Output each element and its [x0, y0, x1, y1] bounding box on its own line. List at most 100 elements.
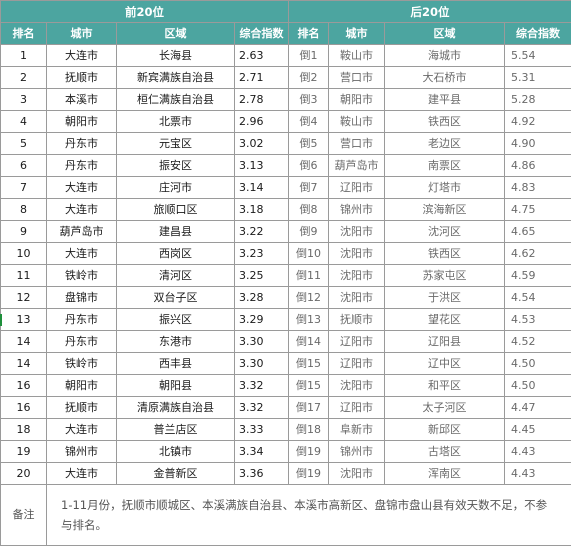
- cell-city-right: 辽阳市: [328, 330, 386, 353]
- cell-index-right: 4.50: [504, 374, 571, 397]
- cell-area-right: 辽阳县: [384, 330, 506, 353]
- cell-rank-left: 8: [0, 198, 47, 221]
- cell-city-left: 丹东市: [46, 132, 117, 155]
- cell-index-right: 4.83: [504, 176, 571, 199]
- cell-city-right: 鞍山市: [328, 110, 386, 133]
- cell-rank-right: 倒1: [288, 44, 330, 67]
- cell-rank-right: 倒18: [288, 418, 330, 441]
- bottom-20-title: 后20位: [288, 0, 571, 23]
- cell-rank-right: 倒5: [288, 132, 330, 155]
- cell-index-right: 4.75: [504, 198, 571, 221]
- cell-rank-left: 11: [0, 264, 47, 287]
- cell-city-left: 大连市: [46, 242, 117, 265]
- cell-area-right: 望花区: [384, 308, 506, 331]
- cell-area-left: 清原满族自治县: [116, 396, 235, 419]
- note-label: 备注: [0, 484, 47, 546]
- cell-city-right: 沈阳市: [328, 220, 386, 243]
- cell-city-left: 丹东市: [46, 330, 117, 353]
- cell-city-left: 朝阳市: [46, 374, 117, 397]
- cell-rank-right: 倒19: [288, 462, 330, 485]
- cell-rank-right: 倒8: [288, 198, 330, 221]
- cell-city-left: 本溪市: [46, 88, 117, 111]
- cell-rank-left: 9: [0, 220, 47, 243]
- table-row: 6 丹东市 振安区 3.13 倒6 葫芦岛市 南票区 4.86: [0, 154, 571, 177]
- top-20-title: 前20位: [0, 0, 290, 23]
- cell-rank-right: 倒4: [288, 110, 330, 133]
- cell-index-left: 3.33: [233, 418, 290, 441]
- cell-rank-right: 倒12: [288, 286, 330, 309]
- cell-index-right: 5.31: [504, 66, 571, 89]
- cell-area-left: 朝阳县: [116, 374, 235, 397]
- cell-rank-left: 18: [0, 418, 47, 441]
- column-header-row: 排名 城市 区域 综合指数 排名 城市 区域 综合指数: [0, 22, 571, 45]
- cell-area-right: 铁西区: [384, 110, 506, 133]
- cell-area-right: 太子河区: [384, 396, 506, 419]
- col-header-area-right: 区域: [384, 22, 506, 45]
- cell-area-right: 于洪区: [384, 286, 506, 309]
- cell-area-left: 旅顺口区: [116, 198, 235, 221]
- cell-city-right: 沈阳市: [328, 264, 386, 287]
- table-row: 9 葫芦岛市 建昌县 3.22 倒9 沈阳市 沈河区 4.65: [0, 220, 571, 243]
- cell-area-right: 灯塔市: [384, 176, 506, 199]
- cell-rank-right: 倒10: [288, 242, 330, 265]
- cell-rank-right: 倒6: [288, 154, 330, 177]
- cell-city-right: 锦州市: [328, 198, 386, 221]
- cell-city-right: 朝阳市: [328, 88, 386, 111]
- cell-index-right: 4.62: [504, 242, 571, 265]
- cell-area-left: 西丰县: [116, 352, 235, 375]
- col-header-rank-right: 排名: [288, 22, 330, 45]
- col-header-index-left: 综合指数: [233, 22, 290, 45]
- cell-city-left: 大连市: [46, 176, 117, 199]
- col-header-rank-left: 排名: [0, 22, 47, 45]
- cell-city-right: 阜新市: [328, 418, 386, 441]
- cell-rank-right: 倒15: [288, 374, 330, 397]
- table-body: 1 大连市 长海县 2.63 倒1 鞍山市 海城市 5.54 2 抚顺市 新宾满族自治县 2.71 倒2…: [0, 44, 571, 485]
- cell-city-left: 大连市: [46, 44, 117, 67]
- cell-index-left: 3.29: [233, 308, 290, 331]
- table-row: 8 大连市 旅顺口区 3.18 倒8 锦州市 滨海新区 4.75: [0, 198, 571, 221]
- cell-rank-right: 倒14: [288, 330, 330, 353]
- cell-city-left: 葫芦岛市: [46, 220, 117, 243]
- cell-rank-left: 20: [0, 462, 47, 485]
- table-row: 16 抚顺市 清原满族自治县 3.32 倒17 辽阳市 太子河区 4.47: [0, 396, 571, 419]
- cell-index-right: 4.43: [504, 462, 571, 485]
- cell-rank-right: 倒19: [288, 440, 330, 463]
- cell-rank-left: 14: [0, 352, 47, 375]
- cell-index-left: 3.18: [233, 198, 290, 221]
- col-header-area-left: 区域: [116, 22, 235, 45]
- section-header-row: 前20位 后20位: [0, 0, 571, 23]
- cell-index-left: 3.02: [233, 132, 290, 155]
- cell-index-left: 3.25: [233, 264, 290, 287]
- cell-area-right: 海城市: [384, 44, 506, 67]
- cell-city-right: 抚顺市: [328, 308, 386, 331]
- cell-city-right: 辽阳市: [328, 352, 386, 375]
- cell-index-left: 3.30: [233, 330, 290, 353]
- cell-rank-left: 4: [0, 110, 47, 133]
- cell-city-right: 沈阳市: [328, 374, 386, 397]
- table-row: 13 丹东市 振兴区 3.29 倒13 抚顺市 望花区 4.53: [0, 308, 571, 331]
- cell-area-right: 建平县: [384, 88, 506, 111]
- cell-rank-right: 倒3: [288, 88, 330, 111]
- row-marker: [0, 314, 2, 326]
- cell-city-right: 营口市: [328, 132, 386, 155]
- cell-rank-left: 10: [0, 242, 47, 265]
- cell-area-left: 双台子区: [116, 286, 235, 309]
- cell-city-left: 抚顺市: [46, 66, 117, 89]
- col-header-city-right: 城市: [328, 22, 386, 45]
- cell-area-left: 东港市: [116, 330, 235, 353]
- cell-city-right: 葫芦岛市: [328, 154, 386, 177]
- cell-index-right: 5.54: [504, 44, 571, 67]
- table-row: 1 大连市 长海县 2.63 倒1 鞍山市 海城市 5.54: [0, 44, 571, 67]
- cell-area-right: 浑南区: [384, 462, 506, 485]
- cell-rank-left: 14: [0, 330, 47, 353]
- cell-rank-left: 6: [0, 154, 47, 177]
- table-row: 3 本溪市 桓仁满族自治县 2.78 倒3 朝阳市 建平县 5.28: [0, 88, 571, 111]
- cell-city-right: 沈阳市: [328, 462, 386, 485]
- table-row: 18 大连市 普兰店区 3.33 倒18 阜新市 新邱区 4.45: [0, 418, 571, 441]
- cell-rank-left: 2: [0, 66, 47, 89]
- cell-rank-left: 7: [0, 176, 47, 199]
- cell-area-right: 苏家屯区: [384, 264, 506, 287]
- cell-city-left: 铁岭市: [46, 264, 117, 287]
- cell-city-left: 锦州市: [46, 440, 117, 463]
- cell-city-left: 盘锦市: [46, 286, 117, 309]
